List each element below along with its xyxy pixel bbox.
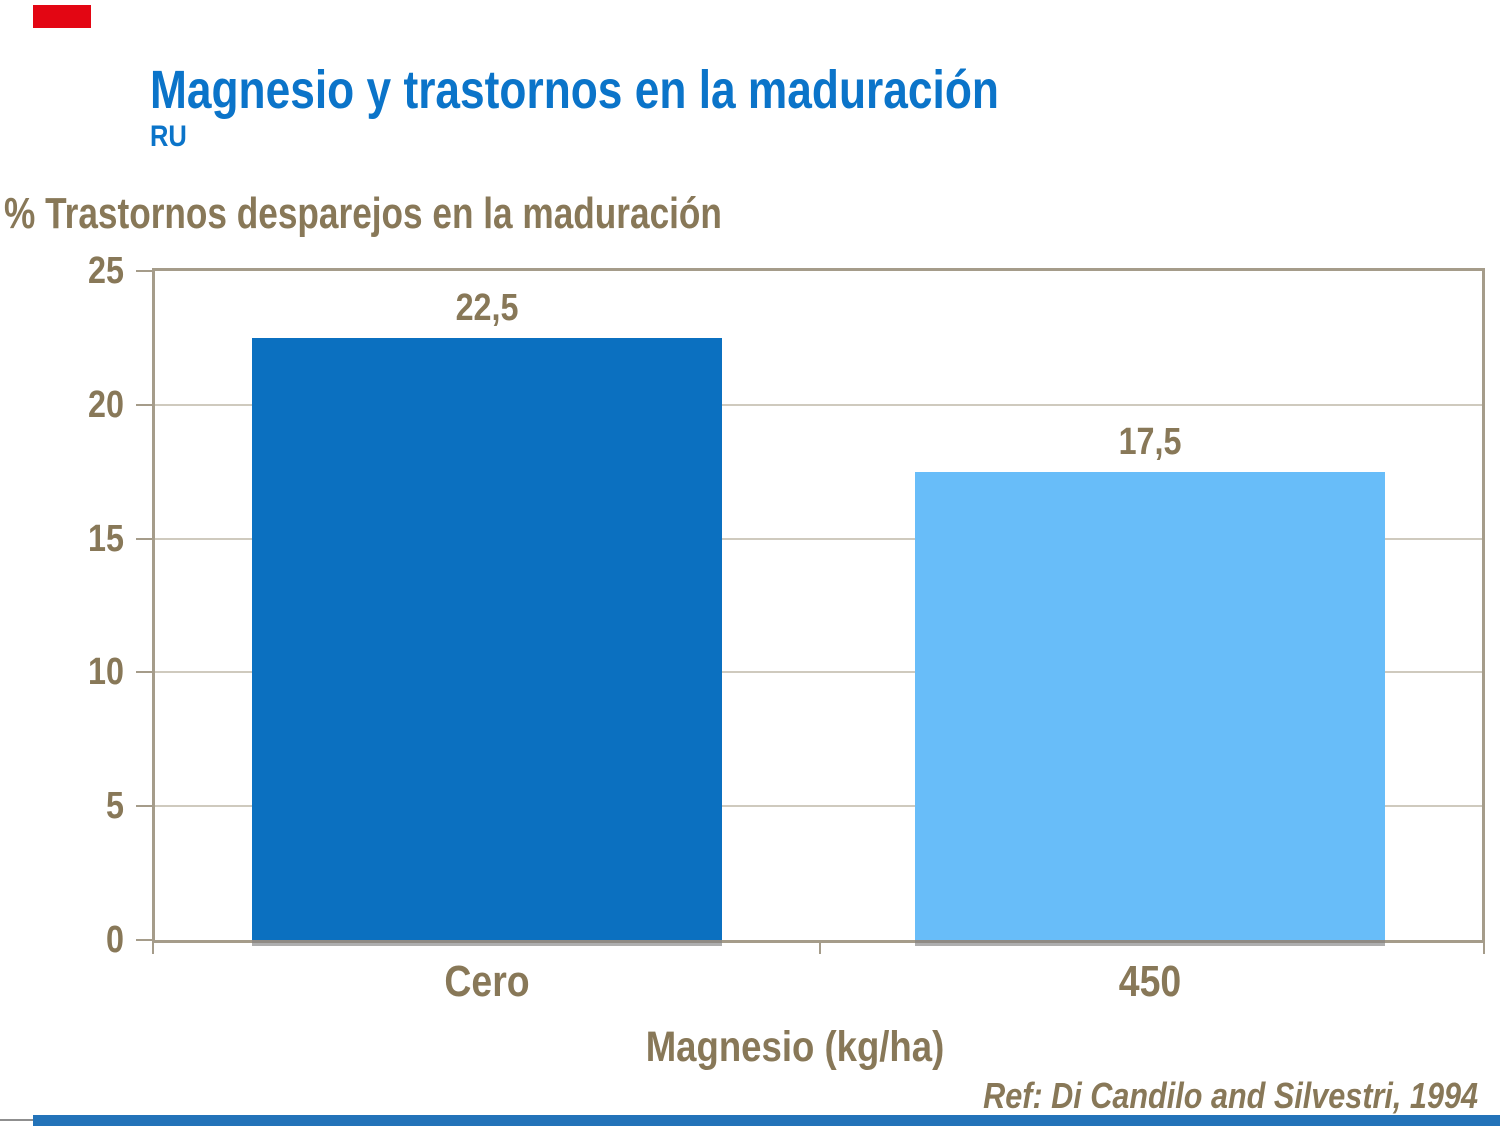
bar-value-label-450: 17,5	[1118, 420, 1182, 463]
category-labels: Cero 450	[155, 957, 1482, 1006]
x-tick-mark-2	[1483, 943, 1485, 954]
gridline-20	[155, 403, 1482, 406]
y-tick-label-10: 10	[88, 651, 124, 694]
category-label-450: 450	[1119, 957, 1182, 1006]
y-tick-mark-20	[136, 403, 152, 406]
slide-subtitle: RU	[150, 120, 187, 153]
bars-row: 22,5 17,5	[155, 271, 1482, 940]
y-tick-mark-5	[136, 805, 152, 808]
brand-red-block	[33, 5, 91, 28]
y-tick-mark-10	[136, 671, 152, 674]
y-tick-label-15: 15	[88, 517, 124, 560]
bar-450: 17,5	[915, 421, 1386, 940]
plot-area: 22,5 17,5	[152, 268, 1485, 943]
x-axis-title: Magnesio (kg/ha)	[645, 1023, 945, 1071]
bar-slot-450: 17,5	[915, 271, 1386, 940]
y-tick-mark-0	[136, 939, 152, 941]
slide-title: Magnesio y trastornos en la maduración	[150, 60, 999, 120]
y-tick-label-20: 20	[88, 383, 124, 426]
y-tick-mark-15	[136, 537, 152, 540]
y-tick-mark-25	[136, 270, 152, 272]
x-tick-mark-0	[152, 943, 154, 954]
gridline-5	[155, 805, 1482, 808]
gridline-15	[155, 537, 1482, 540]
chart-y-axis-heading: % Trastornos desparejos en la maduración	[4, 189, 722, 238]
gridline-10	[155, 671, 1482, 674]
x-tick-mark-1	[818, 943, 821, 954]
bar-slot-cero: 22,5	[251, 271, 722, 940]
category-label-cero: Cero	[444, 957, 530, 1006]
y-tick-label-0: 0	[106, 919, 124, 961]
bar-value-label-cero: 22,5	[455, 286, 519, 329]
bar-cero: 22,5	[251, 287, 722, 940]
reference-citation: Ref: Di Candilo and Silvestri, 1994	[983, 1075, 1478, 1116]
y-tick-label-25: 25	[88, 250, 124, 292]
y-tick-label-5: 5	[106, 785, 124, 828]
footer-blue-bar	[33, 1115, 1500, 1126]
